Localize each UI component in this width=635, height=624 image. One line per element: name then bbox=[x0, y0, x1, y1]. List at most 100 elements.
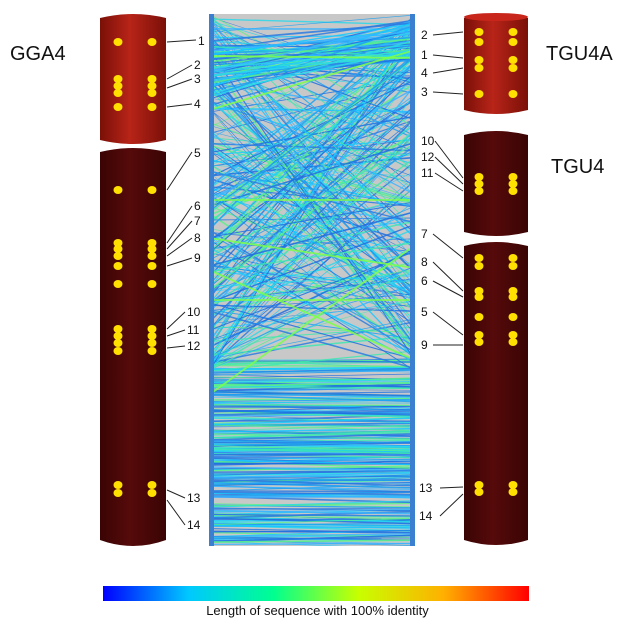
alignment-line bbox=[209, 469, 415, 476]
marker-leader-line bbox=[166, 220, 193, 250]
alignment-line bbox=[209, 485, 415, 491]
alignment-line bbox=[209, 405, 415, 410]
alignment-line bbox=[209, 112, 415, 244]
marker-dot bbox=[147, 186, 157, 194]
marker-dot bbox=[113, 75, 123, 83]
gga4-marker-label: 10 bbox=[187, 305, 201, 319]
marker-dot bbox=[147, 239, 157, 247]
marker-leader-line bbox=[166, 103, 193, 108]
tgu4-marker-label: 7 bbox=[421, 227, 428, 241]
gga4-marker-label: 11 bbox=[187, 323, 200, 337]
alignment-line bbox=[209, 382, 415, 387]
alignment-line bbox=[209, 298, 415, 356]
marker-leader-line bbox=[432, 31, 464, 36]
marker-dot bbox=[474, 331, 484, 339]
gga4-short-arm bbox=[100, 14, 166, 144]
alignment-line bbox=[209, 170, 415, 224]
marker-dot bbox=[113, 325, 123, 333]
tgu4-marker-label: 9 bbox=[421, 338, 428, 352]
alignment-line bbox=[209, 479, 415, 487]
marker-dot bbox=[147, 38, 157, 46]
alignment-line bbox=[209, 439, 415, 447]
tgu4a-body bbox=[464, 18, 528, 114]
marker-dot bbox=[113, 82, 123, 90]
alignment-line bbox=[209, 153, 415, 162]
tgu4a-marker-label: 3 bbox=[421, 85, 428, 99]
tgu4-short-arm bbox=[464, 131, 528, 236]
alignment-line bbox=[209, 187, 415, 330]
alignment-line bbox=[209, 129, 415, 304]
alignment-line bbox=[209, 158, 415, 232]
marker-leader-line bbox=[166, 489, 186, 499]
marker-dot bbox=[147, 103, 157, 111]
alignment-line bbox=[209, 381, 415, 386]
alignment-line bbox=[209, 108, 415, 353]
marker-dot bbox=[508, 331, 518, 339]
alignment-line bbox=[209, 149, 415, 261]
alignment-line bbox=[209, 135, 415, 202]
alignment-line bbox=[209, 241, 415, 273]
alignment-line bbox=[209, 364, 415, 368]
alignment-line bbox=[209, 16, 415, 371]
marker-dot bbox=[474, 173, 484, 181]
marker-leader-line bbox=[166, 499, 186, 526]
alignment-line bbox=[209, 477, 415, 482]
alignment-line bbox=[209, 304, 415, 312]
alignment-line bbox=[209, 309, 415, 340]
marker-dot bbox=[474, 287, 484, 295]
gga4-marker-label: 12 bbox=[187, 339, 201, 353]
marker-leader-line bbox=[432, 261, 464, 292]
alignment-line bbox=[209, 49, 415, 111]
tgu4a-marker-label: 2 bbox=[421, 28, 428, 42]
alignment-line bbox=[209, 136, 415, 216]
alignment-line bbox=[209, 481, 415, 486]
marker-leader-lines bbox=[166, 31, 464, 526]
alignment-line bbox=[209, 509, 415, 515]
marker-dot bbox=[113, 347, 123, 355]
marker-dot bbox=[508, 262, 518, 270]
alignment-line bbox=[209, 39, 415, 98]
marker-leader-line bbox=[166, 329, 186, 337]
marker-dot bbox=[474, 488, 484, 496]
alignment-line bbox=[209, 514, 415, 520]
tgu4a-top-cap bbox=[464, 13, 528, 21]
alignment-line bbox=[209, 410, 415, 416]
alignment-line bbox=[209, 386, 415, 390]
alignment-line bbox=[209, 108, 415, 271]
marker-dot bbox=[113, 252, 123, 260]
marker-leader-line bbox=[166, 257, 193, 267]
alignment-line bbox=[209, 56, 415, 213]
alignment-line bbox=[209, 541, 350, 546]
marker-dots bbox=[113, 28, 518, 497]
marker-leader-line bbox=[432, 233, 464, 259]
gga4-marker-label: 14 bbox=[187, 518, 201, 532]
marker-dot bbox=[147, 489, 157, 497]
alignment-line bbox=[209, 524, 415, 529]
alignment-line bbox=[209, 397, 415, 401]
alignment-line bbox=[209, 361, 415, 366]
tgu4-title: TGU4 bbox=[551, 156, 604, 178]
marker-dot bbox=[508, 28, 518, 36]
marker-dot bbox=[508, 38, 518, 46]
marker-leader-line bbox=[432, 311, 464, 336]
alignment-line bbox=[209, 171, 415, 366]
alignment-line bbox=[209, 455, 415, 462]
marker-leader-line bbox=[432, 91, 464, 95]
gga4-marker-label: 3 bbox=[194, 72, 201, 86]
tgu4a-marker-label: 4 bbox=[421, 66, 428, 80]
marker-dot bbox=[147, 280, 157, 288]
alignment-line bbox=[209, 23, 415, 72]
alignment-line bbox=[209, 459, 415, 466]
tgu4-marker-label: 5 bbox=[421, 305, 428, 319]
alignment-line bbox=[209, 500, 415, 508]
alignment-line bbox=[209, 250, 415, 332]
gga4-marker-label: 7 bbox=[194, 214, 201, 228]
alignment-line bbox=[209, 27, 415, 255]
alignment-line bbox=[209, 490, 415, 493]
alignment-line bbox=[209, 503, 415, 508]
alignment-line bbox=[209, 302, 415, 360]
alignment-line bbox=[209, 524, 415, 526]
marker-dot bbox=[147, 339, 157, 347]
alignment-line bbox=[209, 252, 415, 300]
marker-leader-line bbox=[166, 151, 193, 191]
